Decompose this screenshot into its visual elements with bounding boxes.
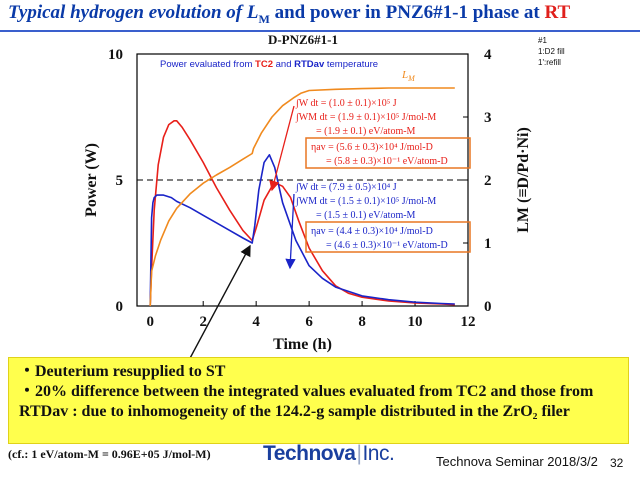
y-left-axis-label: Power (W) [83, 143, 100, 217]
callout-line-1: ・Deuterium resupplied to ST [19, 363, 226, 380]
logo-text: Technova [263, 442, 356, 465]
y-right-axis-label: LM (≡D/Pd·Ni) [515, 127, 532, 233]
x-tick-label: 0 [146, 314, 154, 330]
page-number: 32 [610, 456, 624, 470]
tc2-efficiency-line: = (5.8 ± 0.3)×10⁻¹ eV/atom-D [326, 156, 448, 167]
x-axis-label: Time (h) [273, 336, 332, 353]
x-tick-label: 4 [252, 314, 260, 330]
x-tick-label: 2 [199, 314, 207, 330]
title-rule [0, 30, 640, 32]
x-tick-label: 6 [305, 314, 313, 330]
tc2-integral-line: ∫WM dt = (1.9 ± 0.1)×10⁵ J/mol-M [295, 112, 436, 123]
subtitle-part: Power evaluated from [160, 59, 255, 70]
y-right-tick-label: 4 [484, 47, 492, 63]
rtdav-efficiency-line: = (4.6 ± 0.3)×10⁻¹ eV/atom-D [326, 240, 448, 251]
tc2-integral-line: = (1.9 ± 0.1) eV/atom-M [316, 126, 416, 137]
rtdav-integral-line: = (1.5 ± 0.1) eV/atom-M [316, 210, 416, 221]
rtdav-efficiency-box [305, 221, 471, 253]
tc2-integral-line: ∫W dt = (1.0 ± 0.1)×10⁵ J [295, 98, 397, 109]
lm-series-label: LM [401, 69, 416, 83]
logo-separator: | [356, 442, 362, 465]
title-main: Typical hydrogen evolution of L [8, 2, 259, 23]
subtitle-part: RTDav [294, 59, 325, 70]
lm-series-label-sub: M [407, 74, 416, 83]
subtitle-part: temperature [324, 59, 378, 70]
y-left-tick-label: 10 [108, 47, 123, 63]
callout-line-2: ・20% difference between the integrated v… [19, 383, 594, 420]
x-tick-label: 12 [461, 314, 476, 330]
y-right-tick-label: 1 [484, 236, 492, 252]
conversion-note: (cf.: 1 eV/atom-M = 0.96E+05 J/mol-M) [8, 447, 211, 461]
technova-logo: Technova|Inc. [263, 442, 395, 466]
resupply-arrow [187, 244, 251, 362]
y-right-tick-label: 3 [484, 110, 492, 126]
y-left-tick-label: 5 [116, 173, 124, 189]
title-rt: RT [544, 2, 571, 23]
subtitle-part: and [273, 59, 294, 70]
slide-title: Typical hydrogen evolution of LM and pow… [8, 2, 570, 27]
subtitle-part: TC2 [255, 59, 273, 70]
rtdav-efficiency-line: ηav = (4.4 ± 0.3)×10⁴ J/mol-D [311, 226, 433, 237]
title-mid: and power in PNZ6#1-1 phase at [269, 2, 545, 23]
rtdav-arrow [285, 193, 296, 270]
title-sub: M [258, 11, 270, 26]
y-right-tick-label: 0 [484, 299, 492, 315]
chart-subtitle: Power evaluated from TC2 and RTDav tempe… [160, 59, 378, 70]
series-tc2 [149, 120, 455, 307]
logo-inc: Inc. [362, 442, 395, 465]
y-right-tick-label: 2 [484, 173, 492, 189]
tc2-arrow [269, 105, 295, 192]
y-left-tick-label: 0 [116, 299, 124, 315]
tc2-efficiency-line: ηav = (5.6 ± 0.3)×10⁴ J/mol-D [311, 142, 433, 153]
x-tick-label: 10 [408, 314, 423, 330]
seminar-label: Technova Seminar 2018/3/2 [436, 454, 598, 469]
tc2-efficiency-box [305, 137, 471, 169]
x-tick-label: 8 [358, 314, 366, 330]
note-3: 1':refill [538, 58, 561, 67]
callout-box: ・Deuterium resupplied to ST ・20% differe… [8, 357, 629, 444]
note-1: #1 [538, 36, 547, 45]
series-lm [149, 87, 455, 307]
series-rtdav [149, 154, 455, 307]
rtdav-integral-line: ∫WM dt = (1.5 ± 0.1)×10⁵ J/mol-M [295, 196, 436, 207]
rtdav-integral-line: ∫W dt = (7.9 ± 0.5)×10⁴ J [295, 182, 397, 193]
chart-title: D-PNZ6#1-1 [268, 32, 338, 47]
note-2: 1:D2 fill [538, 47, 565, 56]
